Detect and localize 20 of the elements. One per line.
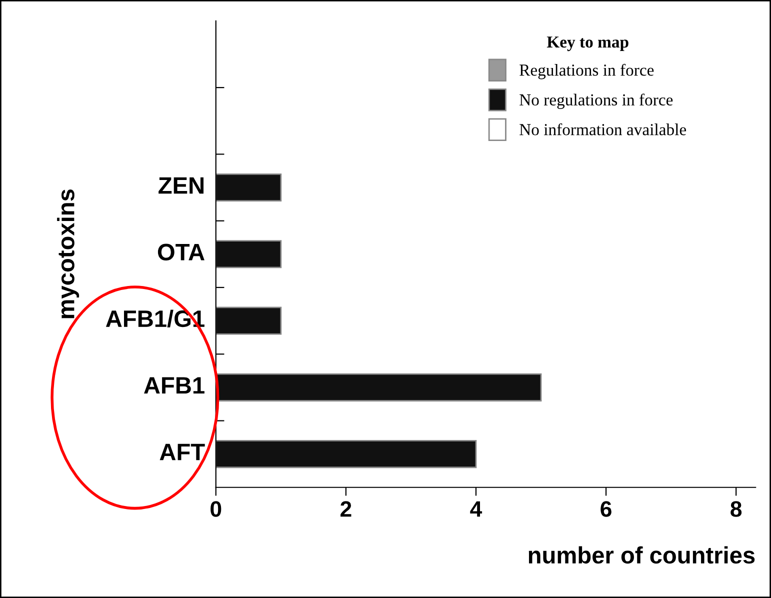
bar — [216, 373, 542, 402]
x-axis-title: number of countries — [528, 546, 755, 564]
y-tick-label: AFT — [160, 444, 205, 460]
legend-title: Key to map — [546, 36, 628, 52]
y-tick-label: ZEN — [158, 177, 204, 194]
bar — [216, 173, 282, 202]
x-tick-label: 6 — [600, 501, 612, 517]
y-tick-label: AFB1 — [144, 377, 204, 394]
x-tick-label: 0 — [210, 501, 222, 517]
legend-label: Regulations in force — [520, 64, 654, 80]
bar — [216, 306, 282, 335]
legend-label: No regulations in force — [520, 94, 673, 109]
y-axis-title: mycotoxins — [57, 190, 80, 318]
bar — [216, 440, 477, 468]
y-tick-label: OTA — [158, 244, 204, 260]
bar — [216, 240, 282, 268]
x-tick-label: 2 — [340, 501, 352, 517]
legend-label: No information available — [520, 123, 686, 136]
x-tick-label: 4 — [470, 501, 482, 517]
x-tick-label: 8 — [730, 501, 742, 517]
